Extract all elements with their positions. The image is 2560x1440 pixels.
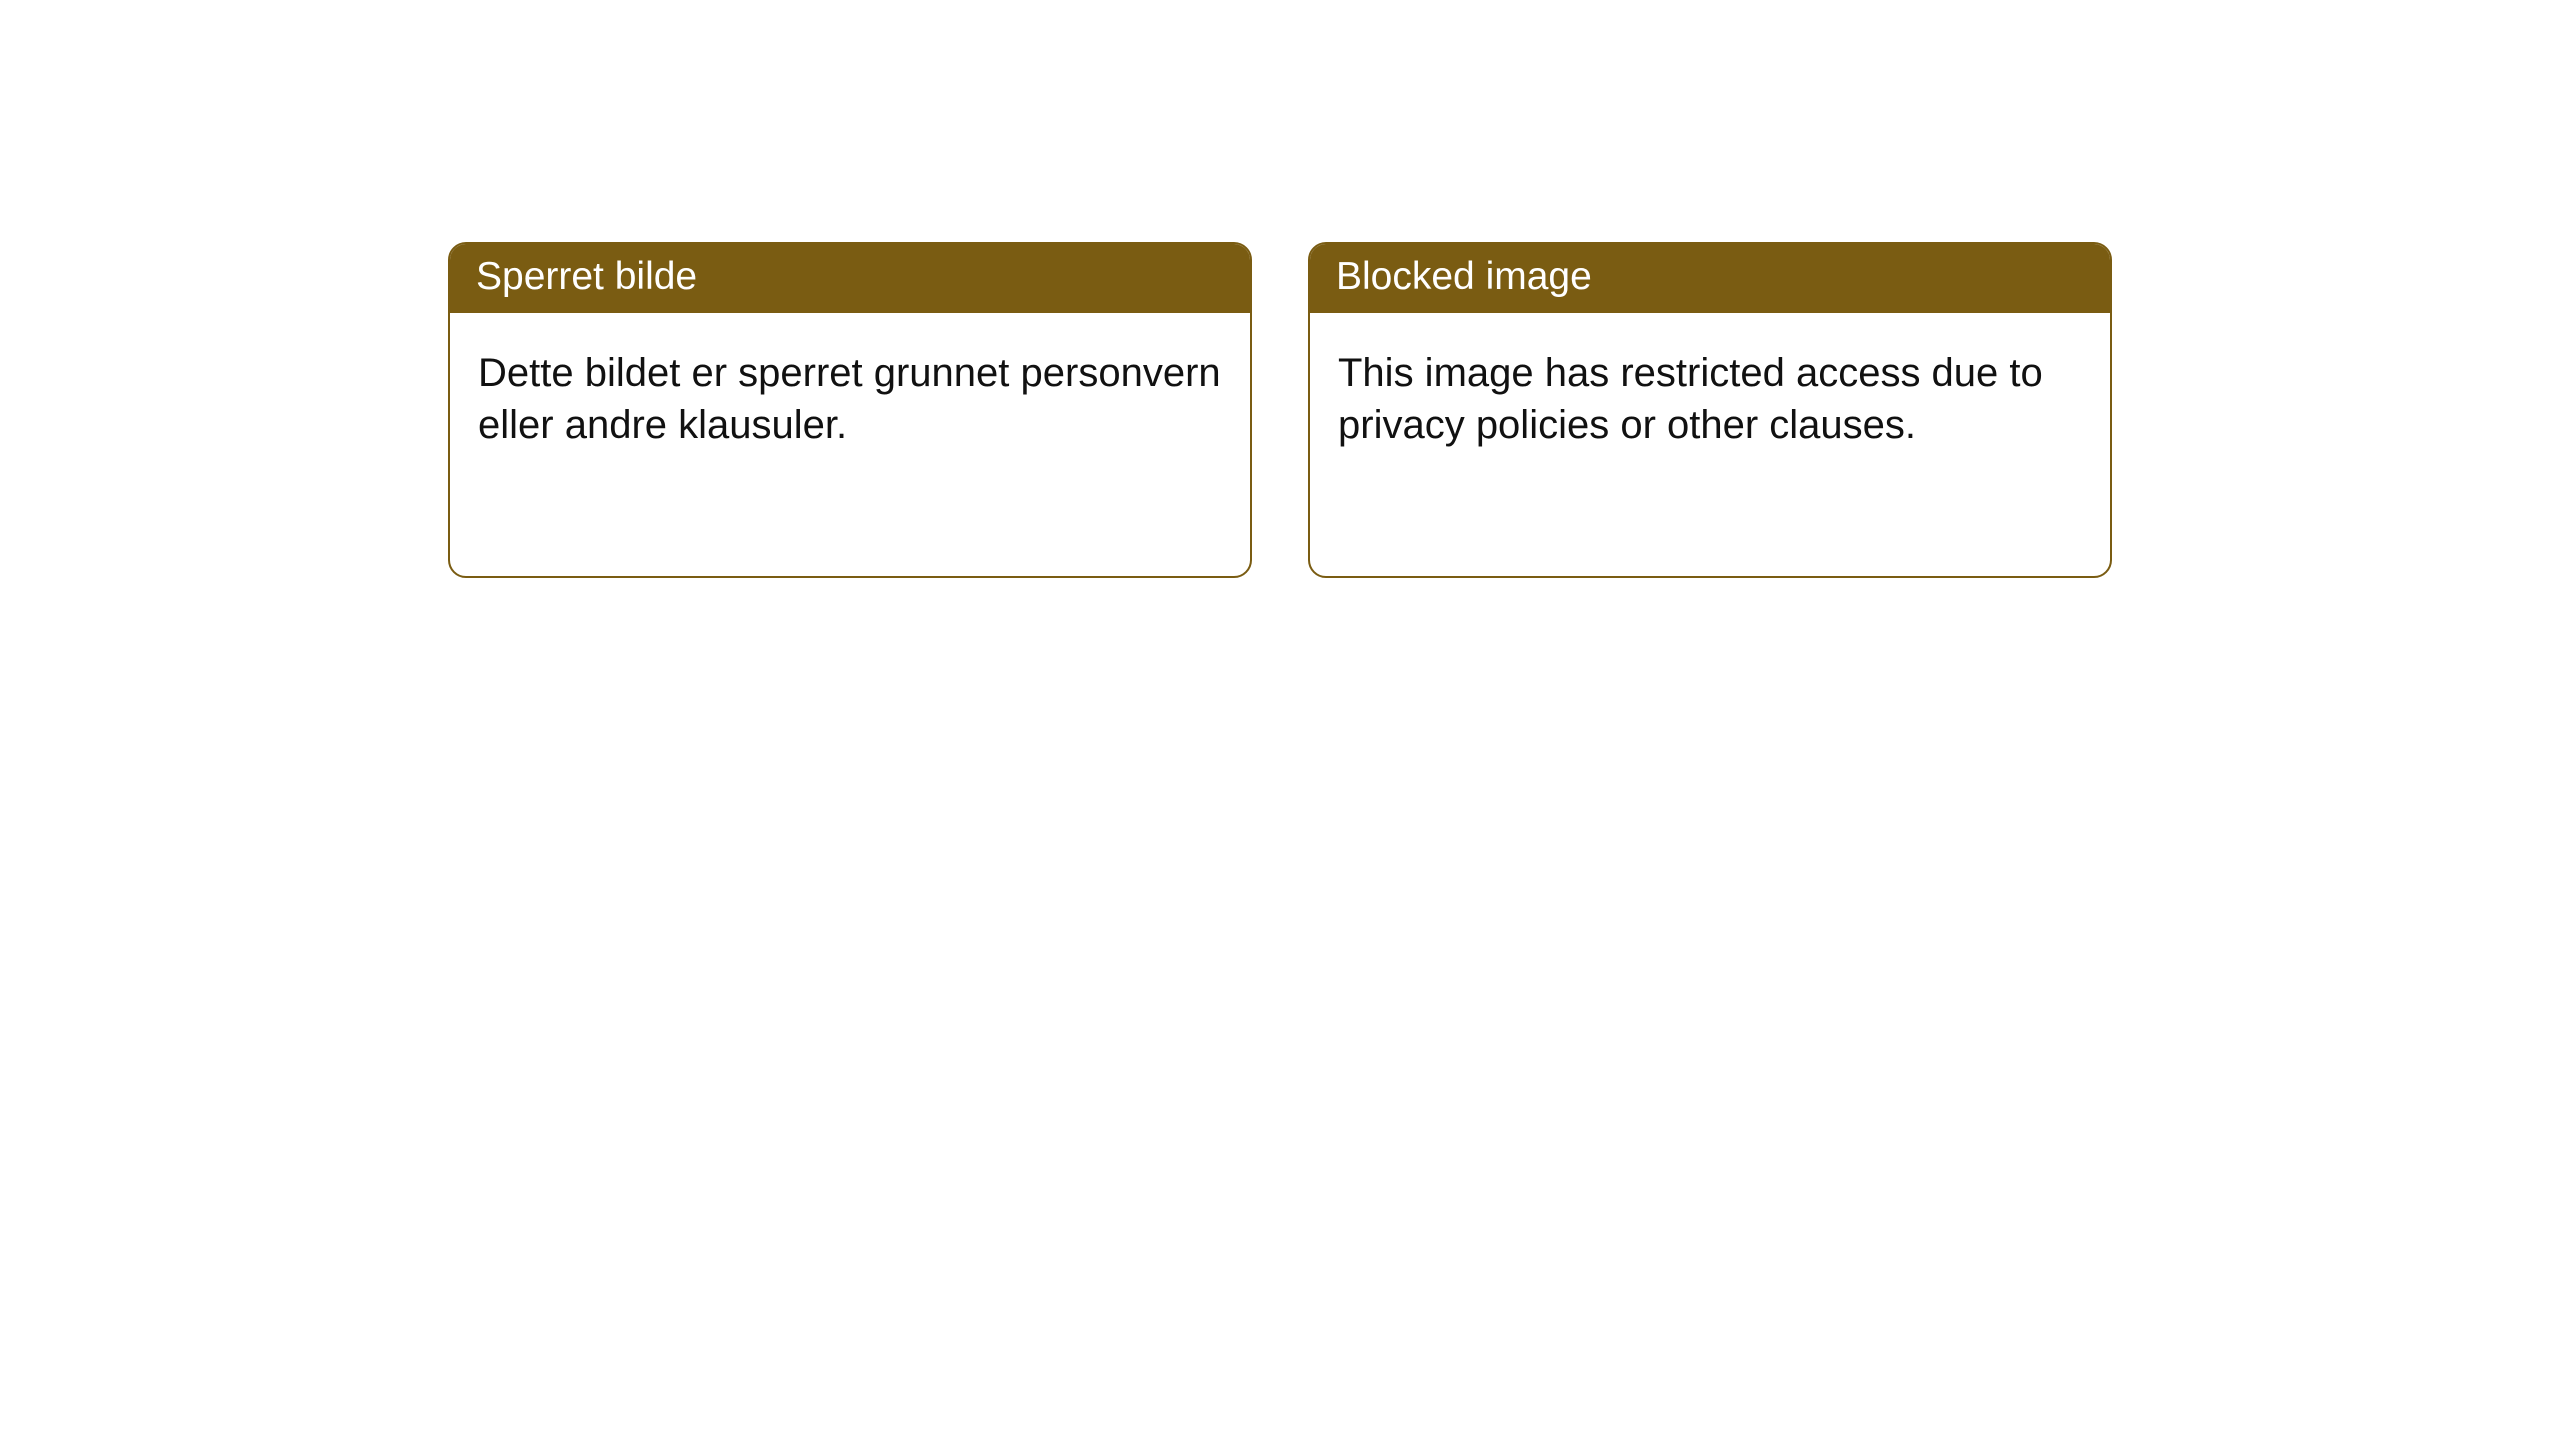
notices-container: Sperret bilde Dette bildet er sperret gr…	[0, 0, 2560, 578]
notice-header-norwegian: Sperret bilde	[450, 244, 1250, 313]
notice-body-norwegian: Dette bildet er sperret grunnet personve…	[450, 313, 1250, 487]
notice-body-english: This image has restricted access due to …	[1310, 313, 2110, 487]
notice-box-norwegian: Sperret bilde Dette bildet er sperret gr…	[448, 242, 1252, 578]
notice-box-english: Blocked image This image has restricted …	[1308, 242, 2112, 578]
notice-header-english: Blocked image	[1310, 244, 2110, 313]
